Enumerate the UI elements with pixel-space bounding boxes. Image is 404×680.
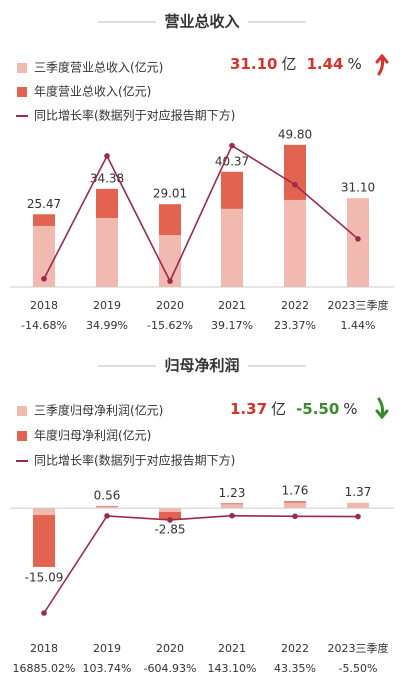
x-tick-label: 2020 xyxy=(156,299,184,312)
x-tick-label: 2023三季度 xyxy=(328,641,389,655)
growth-dot xyxy=(41,275,47,282)
growth-line xyxy=(43,144,359,283)
x-tick-label: 2022 xyxy=(281,642,309,655)
headline: 1.37 亿 -5.50% xyxy=(230,400,358,418)
trend-arrow xyxy=(375,53,389,76)
bar xyxy=(159,508,181,520)
data-label: 25.47 xyxy=(27,197,61,211)
bar xyxy=(284,199,306,287)
data-label: 1.23 xyxy=(219,486,246,500)
x-tick-label: 2020 xyxy=(156,642,184,655)
growth-dot xyxy=(167,278,173,284)
growth-label: 23.37% xyxy=(274,319,316,332)
bar xyxy=(159,235,181,287)
x-tick-label: 2018 xyxy=(30,642,58,655)
x-tick-label: 2019 xyxy=(93,299,121,312)
x-tick-label: 2018 xyxy=(30,299,58,312)
bar xyxy=(96,217,118,287)
headline-rate-unit: % xyxy=(343,400,357,418)
growth-dot xyxy=(167,517,173,523)
growth-dot xyxy=(229,142,235,149)
growth-label: 143.10% xyxy=(208,662,257,675)
headline-value: 31.10 xyxy=(230,55,277,73)
growth-dot xyxy=(104,153,110,159)
headline: 31.10 亿 1.44% xyxy=(230,55,362,73)
growth-label: 34.99% xyxy=(86,319,128,332)
headline-rate-unit: % xyxy=(347,55,361,73)
legend-label: 同比增长率(数据列于对应报告期下方) xyxy=(34,453,235,468)
growth-line xyxy=(43,514,359,614)
bar xyxy=(96,506,118,509)
data-label: 1.37 xyxy=(345,485,372,499)
headline-rate: -5.50 xyxy=(296,400,339,418)
growth-label: 103.74% xyxy=(83,662,132,675)
growth-dot xyxy=(355,513,361,520)
data-label: 31.10 xyxy=(341,181,375,195)
x-tick-label: 2021 xyxy=(218,299,246,312)
data-label: -2.85 xyxy=(154,523,185,537)
headline-unit: 亿 xyxy=(281,55,296,73)
data-label: 34.38 xyxy=(90,171,124,185)
growth-label: 39.17% xyxy=(211,319,253,332)
growth-dot xyxy=(292,181,298,188)
data-label: 40.37 xyxy=(215,154,249,168)
growth-label: -5.50% xyxy=(339,662,378,675)
legend-label: 三季度归母净利润(亿元) xyxy=(34,403,163,418)
chart-title: 归母净利润 xyxy=(164,357,239,375)
growth-dot xyxy=(104,513,110,519)
growth-label: -15.62% xyxy=(147,319,193,332)
legend-label: 年度营业总收入(亿元) xyxy=(34,84,151,99)
legend-swatch xyxy=(17,406,27,416)
data-label: -15.09 xyxy=(25,570,64,584)
bar xyxy=(33,508,55,516)
data-label: 49.80 xyxy=(278,127,312,141)
growth-dot xyxy=(292,513,298,520)
trend-arrow xyxy=(375,397,389,420)
growth-label: 43.35% xyxy=(274,662,316,675)
legend-label: 年度归母净利润(亿元) xyxy=(34,428,151,443)
bar xyxy=(221,208,243,287)
data-label: 29.01 xyxy=(153,187,187,201)
legend-swatch xyxy=(17,63,27,73)
growth-label: 1.44% xyxy=(341,319,376,332)
growth-label: -604.93% xyxy=(144,662,197,675)
data-label: 1.76 xyxy=(282,484,309,498)
growth-label: 16885.02% xyxy=(13,662,76,675)
x-tick-label: 2023三季度 xyxy=(328,298,389,312)
headline-value: 1.37 xyxy=(230,400,267,418)
legend-swatch xyxy=(17,87,27,97)
legend-label: 三季度营业总收入(亿元) xyxy=(34,60,163,75)
legend-label: 同比增长率(数据列于对应报告期下方) xyxy=(34,108,235,123)
growth-label: -14.68% xyxy=(21,319,67,332)
bar xyxy=(221,504,243,509)
bar xyxy=(33,508,55,567)
growth-dot xyxy=(41,610,47,616)
x-tick-label: 2019 xyxy=(93,642,121,655)
x-tick-label: 2021 xyxy=(218,642,246,655)
headline-unit: 亿 xyxy=(271,400,286,418)
bar xyxy=(284,502,306,509)
bar xyxy=(347,502,369,509)
headline-rate: 1.44 xyxy=(306,55,343,73)
bar xyxy=(33,225,55,287)
bar xyxy=(347,198,369,287)
legend-swatch xyxy=(17,431,27,441)
growth-dot xyxy=(229,512,235,519)
bar xyxy=(159,508,181,512)
chart-title: 营业总收入 xyxy=(164,13,239,31)
growth-dot xyxy=(355,236,361,242)
data-label: 0.56 xyxy=(94,488,121,502)
x-tick-label: 2022 xyxy=(281,299,309,312)
